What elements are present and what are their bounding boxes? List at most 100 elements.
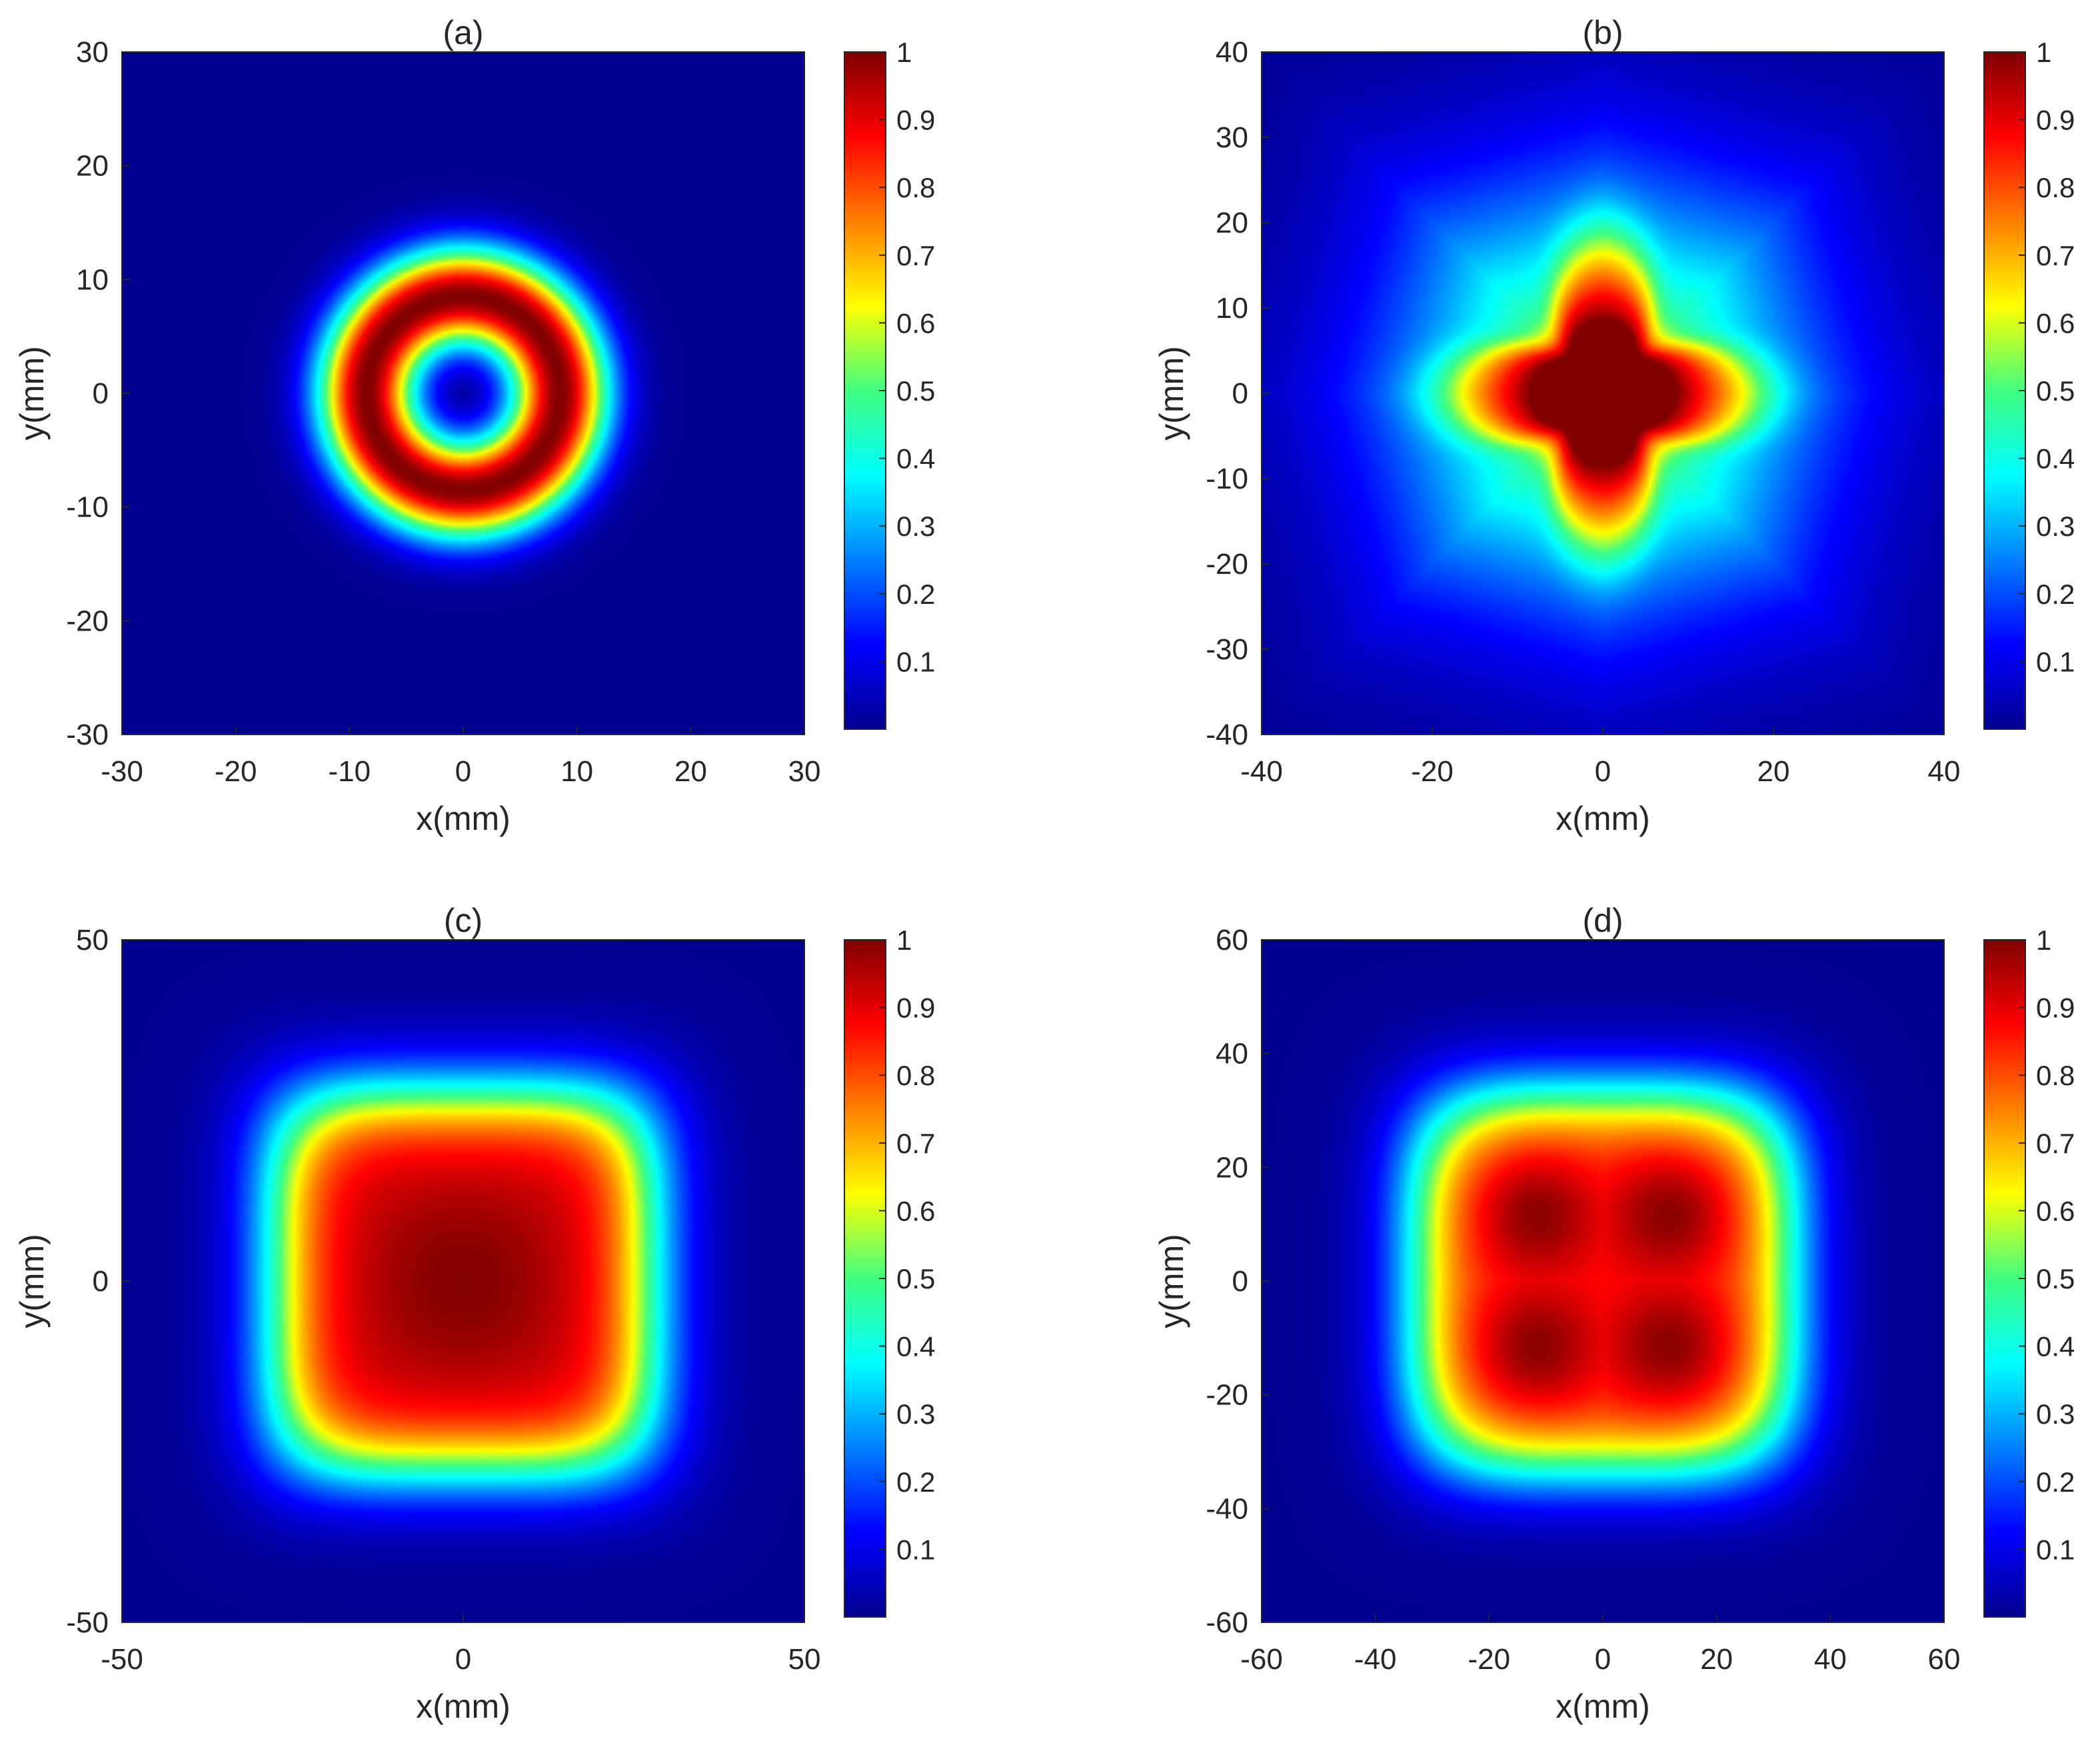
heatmap-panel-a: -30 -20 -10 0 10 20 30 -30 -20 -10 0 10 20 30 (a) x(mm)… <box>13 14 935 837</box>
heatmap-panel-c: -50 0 50 -50 0 50 (c) x(mm) y(mm) 0.1 0.2 0.3 0.4 0.5… <box>13 902 935 1725</box>
colorbar-tick-label: 0.1 <box>2036 1534 2075 1565</box>
heatmap-image <box>1262 940 1944 1622</box>
heatmap-image <box>122 52 804 735</box>
x-tick-label: 20 <box>674 755 707 788</box>
colorbar-tick-label: 0.9 <box>2036 105 2075 136</box>
panel-title: (c) <box>444 902 483 939</box>
x-tick-label: 20 <box>1757 755 1790 788</box>
y-tick-label: -20 <box>66 605 109 637</box>
y-tick-label: 40 <box>1216 1038 1248 1070</box>
x-tick-label: 60 <box>1928 1643 1961 1676</box>
colorbar-tick-label: 0.9 <box>896 105 935 136</box>
heatmap-panel-b: -40 -20 0 20 40 -40 -30 -20 -10 0 10 20 30 40 (b) x(mm)… <box>1153 14 2075 837</box>
colorbar: 0.1 0.2 0.3 0.4 0.5 0.6 0.7 0.8 0.9 1 <box>1983 37 2075 730</box>
panel-title: (b) <box>1582 14 1623 51</box>
y-tick-label: 0 <box>93 377 109 410</box>
colorbar-tick-label: 0.7 <box>896 240 935 271</box>
y-tick-label: 30 <box>1216 121 1248 154</box>
colorbar-tick-label: 0.7 <box>2036 240 2075 271</box>
x-tick-label: 0 <box>455 1643 471 1676</box>
colorbar-tick-label: 0.9 <box>896 992 935 1024</box>
panel-title: (a) <box>443 14 483 51</box>
x-tick-label: -20 <box>1468 1643 1511 1676</box>
y-tick-label: 0 <box>1232 377 1248 410</box>
x-tick-label: -60 <box>1240 1643 1283 1676</box>
colorbar-tick-label: 0.5 <box>2036 1263 2075 1294</box>
x-tick-label: -40 <box>1354 1643 1397 1676</box>
y-tick-label: 50 <box>76 924 109 956</box>
y-tick-label: -60 <box>1206 1606 1248 1639</box>
x-tick-label: -50 <box>101 1643 143 1676</box>
colorbar: 0.1 0.2 0.3 0.4 0.5 0.6 0.7 0.8 0.9 1 <box>844 37 935 730</box>
x-tick-label: -10 <box>329 755 371 788</box>
colorbar: 0.1 0.2 0.3 0.4 0.5 0.6 0.7 0.8 0.9 1 <box>1983 924 2075 1618</box>
y-tick-label: -40 <box>1206 1492 1248 1525</box>
colorbar-tick-label: 0.3 <box>2036 511 2075 542</box>
x-tick-label: 40 <box>1814 1643 1847 1676</box>
colorbar-tick-label: 0.1 <box>896 646 935 677</box>
colorbar-tick-label: 0.8 <box>896 172 935 203</box>
y-tick-label: 40 <box>1216 36 1248 69</box>
colorbar-tick-label: 0.2 <box>2036 1466 2075 1498</box>
y-tick-label: -20 <box>1206 1379 1248 1412</box>
colorbar-tick-label: 0.8 <box>2036 172 2075 203</box>
x-tick-label: -20 <box>215 755 257 788</box>
y-tick-label: 20 <box>76 150 109 183</box>
x-tick-label: 40 <box>1928 755 1961 788</box>
y-tick-label: 10 <box>1216 292 1248 325</box>
x-tick-label: 30 <box>788 755 821 788</box>
x-axis-label: x(mm) <box>1556 800 1650 837</box>
colorbar-tick-label: 0.4 <box>896 1331 935 1362</box>
colorbar-tick-label: 0.2 <box>896 579 935 610</box>
colorbar-tick-label: 0.7 <box>2036 1128 2075 1159</box>
colorbar-tick-label: 0.8 <box>896 1060 935 1091</box>
y-axis-label: y(mm) <box>13 346 51 441</box>
y-tick-label: -50 <box>66 1606 109 1639</box>
colorbar-tick-label: 1 <box>896 924 912 956</box>
colorbar-gradient <box>1983 939 2026 1618</box>
colorbar-tick-label: 0.3 <box>896 511 935 542</box>
y-tick-label: 20 <box>1216 207 1248 239</box>
x-tick-label: 0 <box>455 755 471 788</box>
y-tick-label: 0 <box>93 1265 109 1298</box>
colorbar-tick-label: 0.2 <box>2036 579 2075 610</box>
heatmap-image <box>122 940 804 1622</box>
colorbar: 0.1 0.2 0.3 0.4 0.5 0.6 0.7 0.8 0.9 1 <box>844 924 935 1618</box>
colorbar-tick-label: 0.5 <box>2036 375 2075 407</box>
colorbar-tick-label: 0.5 <box>896 375 935 407</box>
colorbar-tick-label: 0.9 <box>2036 992 2075 1024</box>
colorbar-tick-label: 0.4 <box>2036 1331 2075 1362</box>
colorbar-tick-label: 1 <box>2036 924 2051 956</box>
colorbar-tick-label: 1 <box>896 37 912 68</box>
x-tick-label: 20 <box>1700 1643 1733 1676</box>
x-axis-label: x(mm) <box>416 1688 511 1725</box>
colorbar-tick-label: 0.8 <box>2036 1060 2075 1091</box>
colorbar-gradient <box>1983 51 2026 730</box>
heatmap-image <box>1262 52 1944 735</box>
y-axis-label: y(mm) <box>13 1234 51 1328</box>
colorbar-tick-label: 0.4 <box>2036 443 2075 475</box>
colorbar-tick-label: 0.1 <box>2036 646 2075 677</box>
colorbar-tick-label: 0.3 <box>2036 1398 2075 1430</box>
y-axis-label: y(mm) <box>1153 346 1190 441</box>
y-tick-label: 0 <box>1232 1265 1248 1298</box>
x-tick-label: 0 <box>1595 755 1611 788</box>
colorbar-tick-label: 0.6 <box>896 1195 935 1226</box>
y-tick-label: 60 <box>1216 924 1248 956</box>
colorbar-tick-label: 0.5 <box>896 1263 935 1294</box>
panel-title: (d) <box>1582 902 1623 939</box>
panels: -30 -20 -10 0 10 20 30-30-20-100102030(a)x(mm)… <box>13 14 2075 1725</box>
y-tick-label: 20 <box>1216 1151 1248 1184</box>
colorbar-tick-label: 0.6 <box>2036 1195 2075 1226</box>
x-tick-label: -30 <box>101 755 143 788</box>
y-tick-label: -40 <box>1206 719 1248 751</box>
colorbar-gradient <box>844 51 886 730</box>
x-tick-label: -40 <box>1240 755 1283 788</box>
x-tick-label: -20 <box>1411 755 1454 788</box>
colorbar-tick-label: 0.6 <box>2036 307 2075 339</box>
colorbar-tick-label: 0.6 <box>896 307 935 339</box>
y-tick-label: -30 <box>66 719 109 751</box>
colorbar-tick-label: 0.7 <box>896 1128 935 1159</box>
colorbar-tick-label: 1 <box>2036 37 2051 68</box>
